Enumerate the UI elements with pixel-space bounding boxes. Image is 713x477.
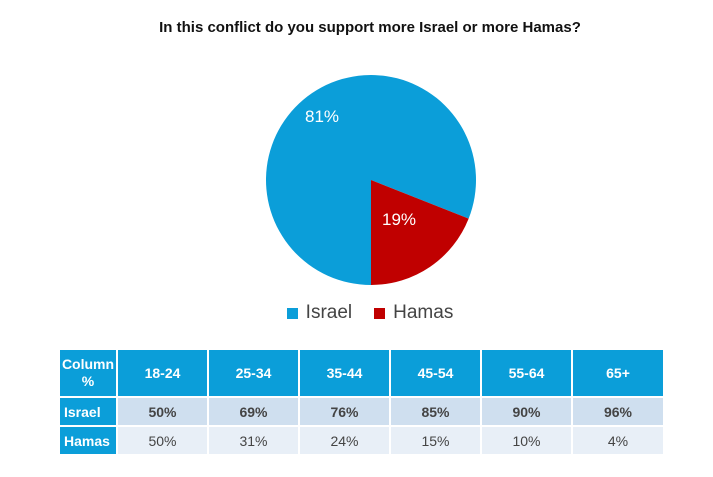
- row-header-israel: Israel: [60, 396, 118, 426]
- table-cell: 31%: [208, 425, 300, 454]
- column-header: 45-54: [390, 350, 482, 397]
- column-header: 25-34: [208, 350, 300, 397]
- chart-title: In this conflict do you support more Isr…: [159, 19, 581, 36]
- data-label-hamas: 19%: [382, 210, 416, 229]
- table-cell: 96%: [572, 396, 663, 426]
- table-cell: 85%: [390, 396, 482, 426]
- column-header: 55-64: [481, 350, 573, 397]
- pie-chart: 81% 19%: [266, 75, 476, 286]
- legend-label-hamas: Hamas: [393, 302, 454, 323]
- table-row-hamas: Hamas 50% 31% 24% 15% 10% 4%: [60, 425, 663, 454]
- table-corner-header: Column %: [60, 350, 118, 397]
- table-cell: 69%: [208, 396, 300, 426]
- chart-legend: Israel Hamas: [250, 302, 490, 324]
- legend-swatch-israel: [286, 307, 298, 319]
- table-header-row: Column % 18-24 25-34 35-44 45-54 55-64 6…: [60, 350, 663, 397]
- table-cell: 10%: [481, 425, 573, 454]
- table-cell: 76%: [299, 396, 391, 426]
- table-cell: 4%: [572, 425, 663, 454]
- pie-slice-hamas: [371, 180, 469, 285]
- data-label-israel: 81%: [305, 107, 339, 126]
- row-header-hamas: Hamas: [60, 425, 118, 454]
- legend-label-israel: Israel: [305, 302, 353, 323]
- legend-swatch-hamas: [374, 307, 386, 319]
- table-cell: 90%: [481, 396, 573, 426]
- table-row-israel: Israel 50% 69% 76% 85% 90% 96%: [60, 396, 663, 426]
- table-cell: 50%: [117, 425, 209, 454]
- legend-item-israel: Israel: [286, 302, 353, 324]
- age-breakdown-table: Column % 18-24 25-34 35-44 45-54 55-64 6…: [60, 350, 663, 454]
- column-header: 65+: [572, 350, 663, 397]
- table-cell: 50%: [117, 396, 209, 426]
- table-cell: 15%: [390, 425, 482, 454]
- table-cell: 24%: [299, 425, 391, 454]
- column-header: 35-44: [299, 350, 391, 397]
- column-header: 18-24: [117, 350, 209, 397]
- legend-item-hamas: Hamas: [374, 302, 453, 324]
